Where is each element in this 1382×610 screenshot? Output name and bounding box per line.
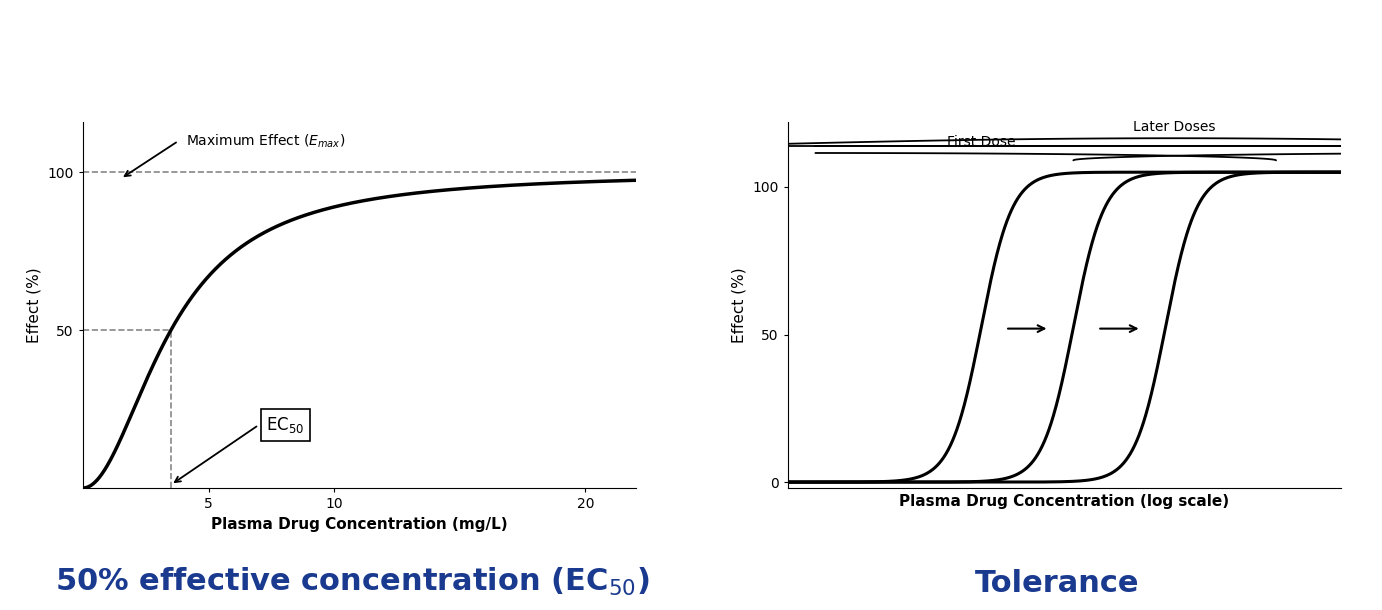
Text: 50% effective concentration (EC$_{50}$): 50% effective concentration (EC$_{50}$): [55, 565, 650, 598]
Text: First Dose: First Dose: [947, 135, 1016, 149]
Y-axis label: Effect (%): Effect (%): [28, 267, 41, 343]
Text: Later Doses: Later Doses: [1133, 120, 1216, 134]
X-axis label: Plasma Drug Concentration (log scale): Plasma Drug Concentration (log scale): [900, 493, 1229, 509]
X-axis label: Plasma Drug Concentration (mg/L): Plasma Drug Concentration (mg/L): [211, 517, 507, 531]
Text: $\mathregular{EC_{50}}$: $\mathregular{EC_{50}}$: [267, 415, 304, 435]
Y-axis label: Effect (%): Effect (%): [732, 267, 746, 343]
Text: Tolerance: Tolerance: [974, 569, 1140, 598]
Text: Maximum Effect ($E_{max}$): Maximum Effect ($E_{max}$): [187, 132, 346, 149]
